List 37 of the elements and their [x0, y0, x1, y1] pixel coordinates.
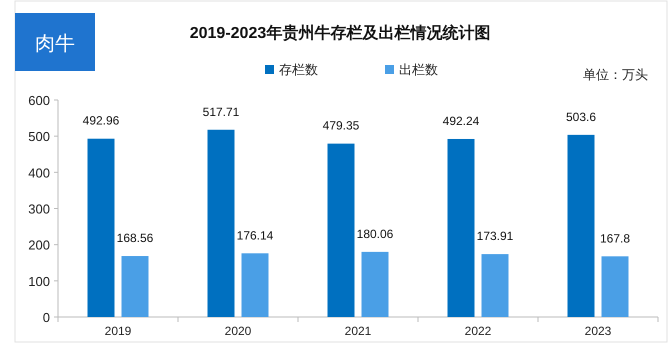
y-tick-label: 500 [28, 129, 50, 144]
chart-title: 2019-2023年贵州牛存栏及出栏情况统计图 [190, 24, 490, 42]
bar [208, 130, 234, 317]
y-tick-label: 100 [28, 274, 50, 289]
bar [242, 253, 268, 317]
data-label: 492.96 [82, 114, 120, 128]
bar [482, 254, 508, 317]
bar [88, 138, 114, 317]
x-tick-label: 2019 [104, 324, 132, 338]
bar [328, 144, 354, 317]
data-label: 176.14 [236, 228, 274, 242]
data-label: 492.24 [442, 114, 480, 128]
y-tick-label: 600 [28, 93, 50, 108]
y-tick-label: 200 [28, 238, 50, 253]
bar [122, 256, 148, 317]
bar [362, 252, 388, 317]
x-tick-label: 2023 [584, 324, 612, 338]
bar [448, 138, 474, 317]
y-tick-label: 0 [42, 310, 50, 325]
bar [568, 134, 594, 317]
data-label: 479.35 [322, 118, 360, 133]
text: 肉牛 [35, 33, 75, 55]
text: 单位：万头 [583, 67, 648, 82]
data-label: 180.06 [356, 226, 394, 241]
x-tick-label: 2021 [344, 324, 372, 338]
data-label: 517.71 [202, 104, 240, 119]
data-label: 503.6 [566, 110, 596, 124]
y-tick-label: 400 [28, 165, 50, 180]
legend-label: 出栏数 [399, 62, 438, 77]
data-label: 168.56 [116, 231, 154, 246]
data-label: 173.91 [476, 229, 514, 244]
data-label: 167.8 [600, 231, 630, 246]
y-tick-label: 300 [28, 202, 50, 216]
x-tick-label: 2022 [464, 324, 492, 338]
bar [602, 256, 628, 317]
legend-label: 存栏数 [279, 62, 318, 77]
x-tick-label: 2020 [224, 324, 252, 338]
